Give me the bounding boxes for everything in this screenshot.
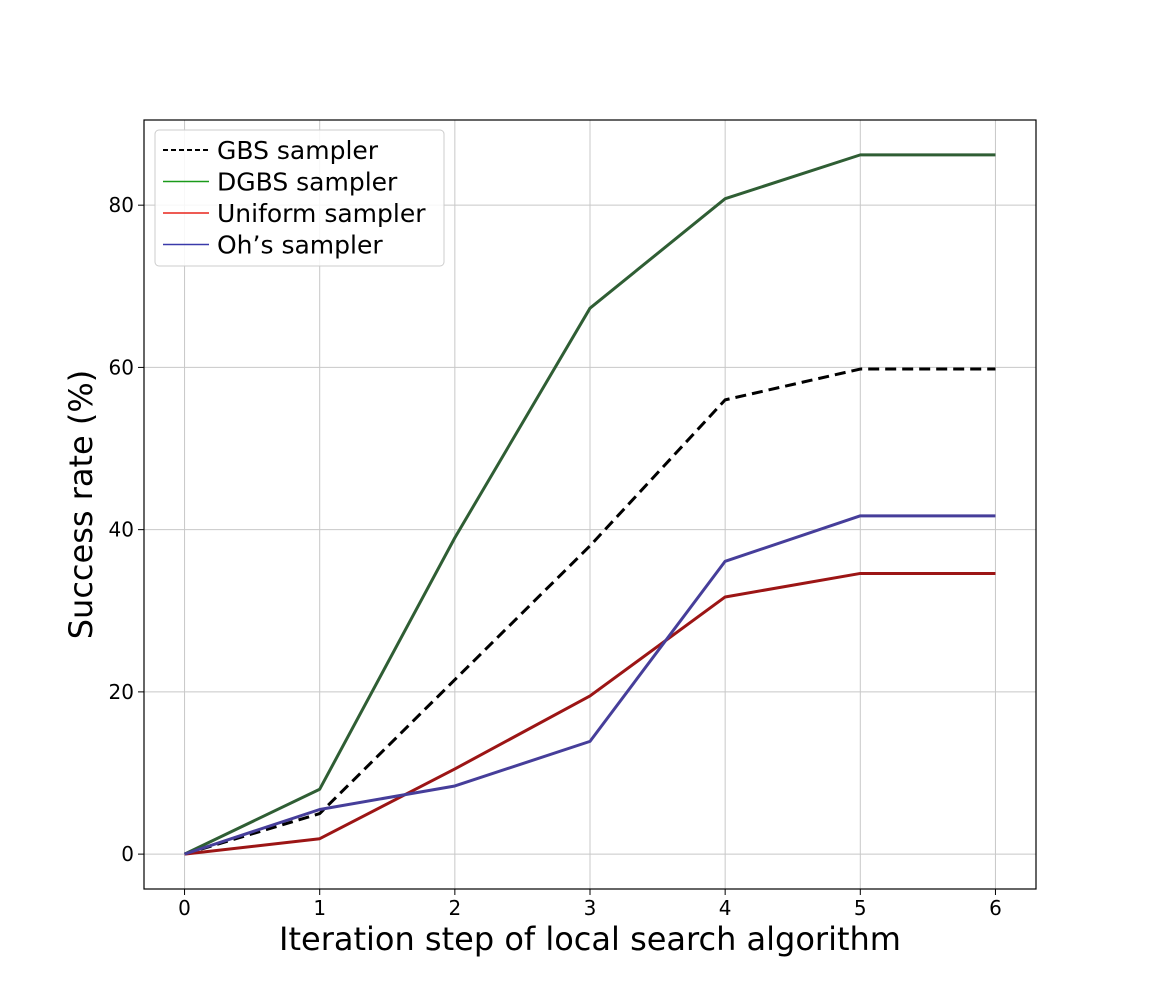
y-tick-label: 40	[109, 518, 134, 542]
legend-box	[154, 129, 445, 267]
x-tick-label: 2	[448, 896, 461, 920]
series-line-3	[184, 514, 996, 856]
x-tick-label: 4	[719, 896, 732, 920]
legend-label-2: Uniform sampler	[217, 199, 426, 228]
x-tick-label: 5	[854, 896, 867, 920]
x-axis-title: Iteration step of local search algorithm	[279, 920, 901, 958]
y-tick-label: 60	[109, 355, 134, 379]
series-layer	[183, 153, 996, 856]
x-tick-label: 6	[989, 896, 1002, 920]
y-tick-label: 80	[109, 193, 134, 217]
y-axis-title: Success rate (%)	[62, 370, 100, 640]
legend-label-0: GBS sampler	[217, 136, 379, 165]
series-line-1	[183, 153, 996, 856]
y-tick-label: 20	[109, 680, 134, 704]
y-tick-label: 0	[121, 842, 134, 866]
series-line-0	[184, 367, 996, 856]
series-line-2	[184, 571, 996, 856]
legend-label-3: Oh’s sampler	[217, 231, 383, 260]
x-tick-label: 0	[178, 896, 191, 920]
legend-label-1: DGBS sampler	[217, 168, 398, 197]
x-tick-label: 1	[313, 896, 326, 920]
x-tick-label: 3	[584, 896, 597, 920]
